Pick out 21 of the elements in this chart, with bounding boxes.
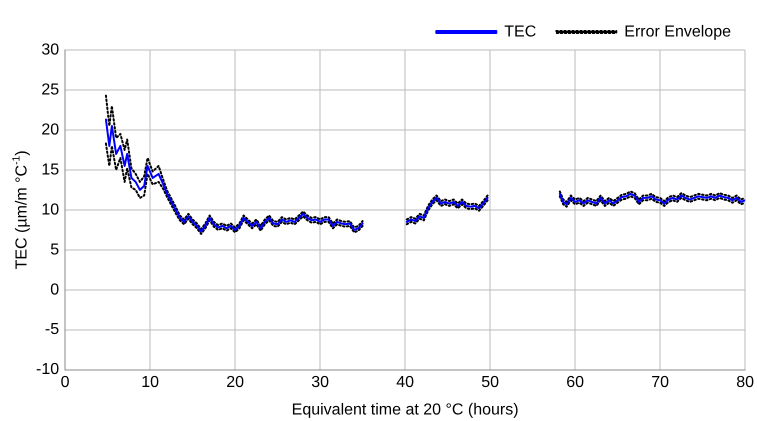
x-tick-label: 70 bbox=[651, 374, 670, 391]
x-tick-label: 10 bbox=[141, 374, 160, 391]
legend-label: Error Envelope bbox=[624, 23, 732, 40]
y-tick-label: 5 bbox=[50, 241, 60, 258]
x-tick-label: 30 bbox=[311, 374, 330, 391]
x-axis-title: Equivalent time at 20 °C (hours) bbox=[292, 401, 519, 418]
x-tick-label: 80 bbox=[736, 374, 754, 391]
x-tick-label: 40 bbox=[396, 374, 414, 391]
x-tick-label: 50 bbox=[481, 374, 500, 391]
legend-label: TEC bbox=[504, 23, 536, 40]
y-axis-title: TEC (µm/m °C-1) bbox=[11, 150, 30, 270]
y-tick-label: -5 bbox=[44, 321, 60, 338]
y-tick-label: -10 bbox=[36, 361, 60, 378]
y-tick-label: 20 bbox=[41, 121, 60, 138]
y-tick-label: 15 bbox=[41, 161, 60, 178]
y-tick-label: 0 bbox=[50, 281, 60, 298]
y-tick-label: 30 bbox=[41, 41, 60, 58]
y-tick-label: 25 bbox=[41, 81, 60, 98]
x-tick-label: 20 bbox=[226, 374, 244, 391]
y-tick-label: 10 bbox=[41, 201, 60, 218]
x-tick-label: 60 bbox=[566, 374, 584, 391]
